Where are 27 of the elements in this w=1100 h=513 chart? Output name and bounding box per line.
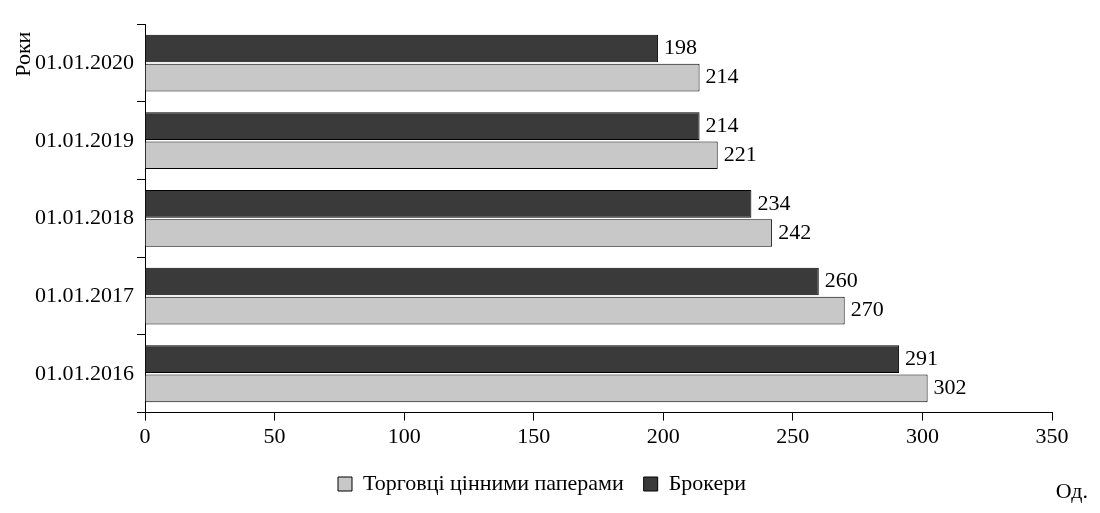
x-tick-label: 250 <box>776 422 810 448</box>
x-tick-label: 200 <box>646 422 680 448</box>
legend-label: Брокери <box>668 469 747 495</box>
data-label: 214 <box>705 111 739 137</box>
data-label: 198 <box>664 34 698 60</box>
x-tick-label: 300 <box>905 422 939 448</box>
x-axis-title: Од. <box>1055 477 1088 503</box>
data-label: 221 <box>723 141 757 167</box>
data-label: 270 <box>850 296 884 322</box>
data-label: 260 <box>824 267 858 293</box>
data-label: 302 <box>933 374 967 400</box>
x-tick-label: 150 <box>517 422 551 448</box>
data-label: 234 <box>757 189 791 215</box>
y-axis-title: Роки <box>9 31 35 77</box>
data-label: 291 <box>905 344 939 370</box>
y-tick-label: 01.01.2017 <box>35 281 134 307</box>
x-tick-label: 100 <box>387 422 421 448</box>
data-label: 214 <box>705 63 739 89</box>
y-tick-label: 01.01.2020 <box>35 48 134 74</box>
x-tick-label: 50 <box>263 422 286 448</box>
y-tick-label: 01.01.2018 <box>35 204 134 230</box>
legend-label: Торговці цінними паперами <box>363 469 624 495</box>
x-tick-label: 0 <box>139 422 151 448</box>
y-tick-label: 01.01.2016 <box>35 359 134 385</box>
data-label: 242 <box>778 218 812 244</box>
x-tick-label: 350 <box>1035 422 1069 448</box>
y-tick-label: 01.01.2019 <box>35 126 134 152</box>
